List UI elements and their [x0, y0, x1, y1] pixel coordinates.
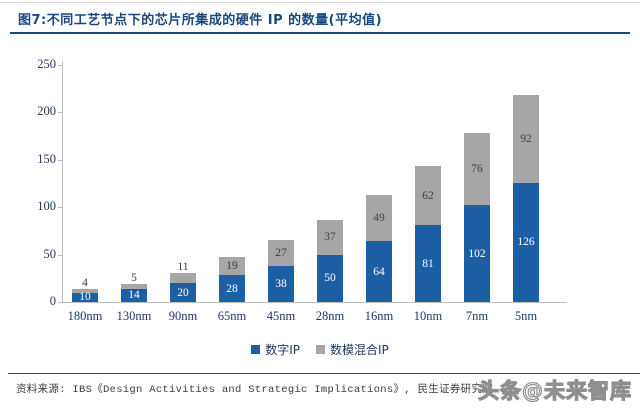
y-axis-tick-label: 200 — [37, 104, 56, 119]
bar-segment-mixed — [170, 272, 196, 284]
bar-segment-mixed — [121, 283, 147, 289]
bar-value-digital: 10 — [79, 291, 91, 304]
y-axis-tick — [58, 207, 62, 209]
title-underline — [10, 32, 630, 34]
bar-value-digital: 14 — [128, 289, 140, 302]
watermark-toutiao: 头条@未来智库 — [477, 378, 632, 403]
y-axis-tick — [58, 65, 62, 66]
bar-value-digital: 50 — [324, 272, 336, 285]
bar-segment-digital — [170, 283, 196, 302]
x-axis-category-label: 65nm — [217, 309, 247, 323]
bar-segment-digital — [121, 288, 147, 302]
legend-item: 数字IP — [251, 341, 300, 358]
bar-value-mixed: 5 — [131, 271, 137, 284]
y-axis-tick-label: 0 — [49, 294, 56, 308]
y-axis-tick — [58, 254, 62, 256]
bar-segment-digital — [268, 265, 294, 302]
bar-segment-mixed — [317, 219, 343, 255]
y-axis-tick — [58, 159, 62, 161]
legend-swatch-icon — [251, 345, 261, 354]
legend-item: 数模混合IP — [316, 341, 389, 358]
bar-segment-digital — [219, 275, 245, 302]
x-axis-category-label: 28nm — [315, 309, 345, 323]
bar-value-mixed: 76 — [471, 163, 483, 176]
bar-segment-mixed — [464, 133, 490, 206]
chart-legend: 数字IP 数模混合IP — [0, 341, 640, 358]
x-axis-category-label: 16nm — [364, 309, 394, 323]
bar-segment-digital — [513, 182, 539, 302]
y-axis-tick-label: 100 — [37, 199, 56, 214]
figure-title: 图7:不同工艺节点下的芯片所集成的硬件 IP 的数量(平均值) — [18, 13, 383, 28]
bar-segment-digital — [317, 254, 343, 302]
bar-value-mixed: 62 — [422, 189, 434, 202]
bar-segment-digital — [72, 292, 98, 302]
y-axis-tick — [58, 112, 62, 114]
x-axis-category-label: 10nm — [413, 309, 443, 323]
bar-value-mixed: 11 — [177, 260, 189, 273]
bar-value-digital: 81 — [422, 257, 434, 270]
legend-label: 数模混合IP — [330, 343, 389, 357]
bar-value-mixed: 49 — [373, 212, 385, 225]
bar-value-mixed: 4 — [82, 276, 88, 289]
bar-segment-mixed — [72, 288, 98, 293]
bar-segment-mixed — [219, 257, 245, 276]
bar-segment-mixed — [415, 166, 441, 226]
bar-value-digital: 28 — [226, 282, 238, 295]
bar-value-digital: 102 — [468, 247, 486, 260]
x-axis-category-label: 7nm — [465, 309, 489, 323]
y-axis-line — [62, 61, 63, 303]
x-axis-category-label: 180nm — [67, 309, 103, 323]
bar-value-mixed: 92 — [520, 132, 532, 145]
bar-value-digital: 38 — [275, 277, 287, 290]
footer-divider — [8, 373, 640, 374]
y-axis-tick-label: 150 — [37, 151, 56, 166]
bar-segment-mixed — [268, 240, 294, 266]
x-axis-category-label: 5nm — [514, 309, 538, 323]
bar-segment-digital — [415, 225, 441, 302]
source-note: 资料来源: IBS《Design Activities and Strategi… — [16, 384, 494, 396]
bar-value-digital: 20 — [177, 286, 189, 299]
bar-value-mixed: 37 — [324, 231, 336, 244]
y-axis-tick-label: 250 — [37, 57, 56, 71]
bar-value-mixed: 19 — [226, 260, 238, 273]
legend-swatch-icon — [316, 345, 325, 354]
legend-label: 数字IP — [265, 343, 300, 357]
y-axis-tick-label: 50 — [43, 246, 57, 261]
bar-segment-mixed — [513, 95, 539, 183]
bar-segment-digital — [464, 205, 490, 302]
bar-segment-mixed — [366, 194, 392, 242]
y-axis-tick — [58, 302, 62, 303]
x-axis-category-label: 130nm — [116, 309, 152, 323]
x-axis-line — [62, 302, 567, 303]
x-axis-category-label: 45nm — [266, 309, 296, 323]
bar-value-digital: 64 — [373, 265, 385, 278]
bar-value-mixed: 27 — [275, 247, 287, 260]
top-divider — [0, 2, 640, 3]
bar-value-digital: 126 — [517, 236, 535, 249]
x-axis-category-label: 90nm — [168, 309, 198, 323]
bar-segment-digital — [366, 241, 392, 302]
